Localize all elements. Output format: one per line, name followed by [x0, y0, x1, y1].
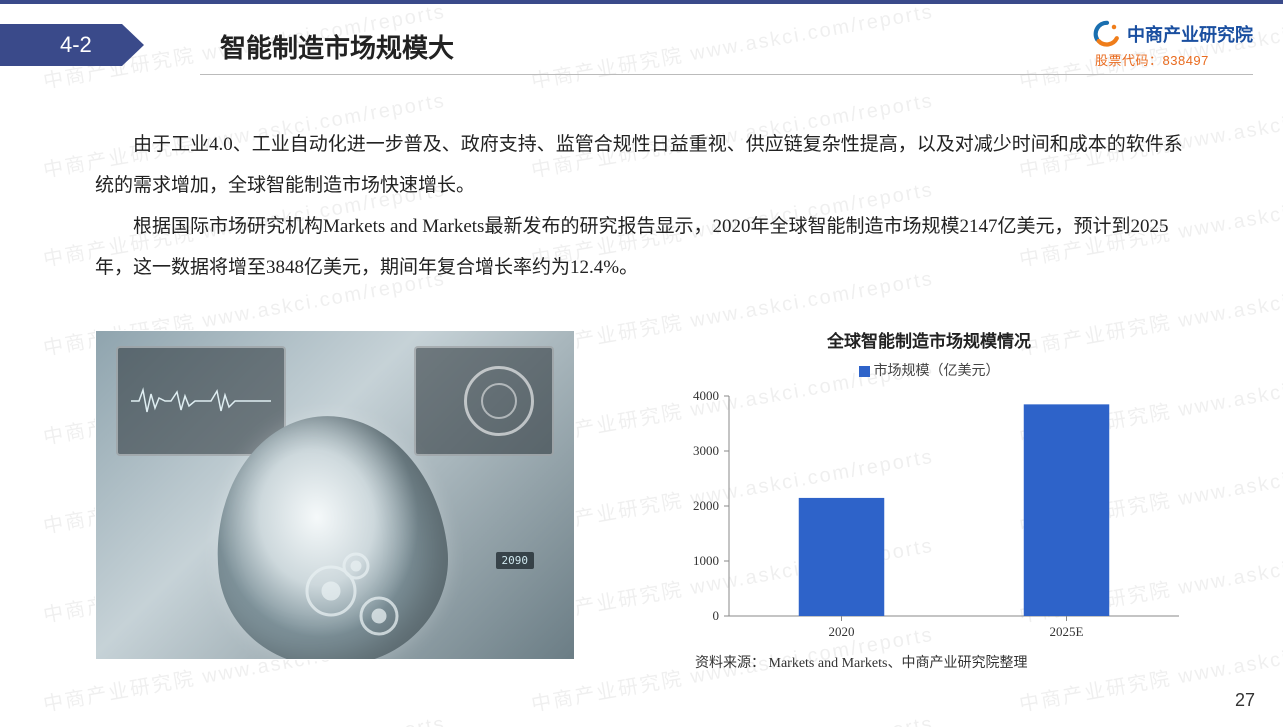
svg-text:0: 0 [713, 608, 720, 623]
chart-source: 资料来源： Markets and Markets、中商产业研究院整理 [695, 652, 1223, 672]
section-number: 4-2 [0, 24, 122, 66]
body-text: 由于工业4.0、工业自动化进一步普及、政府支持、监管合规性日益重视、供应链复杂性… [95, 125, 1188, 288]
logo-icon [1093, 20, 1121, 48]
page-title: 智能制造市场规模大 [220, 28, 454, 65]
legend-swatch [859, 366, 870, 377]
page-number: 27 [1235, 690, 1255, 711]
illustration-image: 2090 [95, 330, 575, 660]
legend-label: 市场规模（亿美元） [874, 362, 1000, 378]
logo-stock-code: 股票代码：838497 [1095, 50, 1253, 69]
svg-text:1000: 1000 [693, 553, 719, 568]
lower-row: 2090 全球智能制造市场规模情况 市场规模（亿美元） 0 1000 2000 300… [95, 325, 1223, 697]
waveform-icon [131, 386, 271, 416]
svg-text:2020: 2020 [829, 624, 855, 639]
illustration-year-tag: 2090 [496, 552, 535, 569]
chart-area: 0 1000 2000 3000 4000 2020 2025E [669, 386, 1189, 646]
section-tag: 4-2 [0, 24, 144, 66]
header: 4-2 智能制造市场规模大 [0, 24, 1283, 74]
logo-block: 中商产业研究院 股票代码：838497 [1093, 20, 1253, 69]
svg-text:4000: 4000 [693, 388, 719, 403]
target-icon [464, 366, 534, 436]
svg-text:2025E: 2025E [1050, 624, 1084, 639]
section-tag-arrow [122, 24, 144, 66]
paragraph-2: 根据国际市场研究机构Markets and Markets最新发布的研究报告显示… [95, 207, 1188, 289]
paragraph-1: 由于工业4.0、工业自动化进一步普及、政府支持、监管合规性日益重视、供应链复杂性… [95, 125, 1188, 207]
chart-title: 全球智能制造市场规模情况 [635, 327, 1223, 352]
svg-text:2000: 2000 [693, 498, 719, 513]
chart-legend: 市场规模（亿美元） [635, 360, 1223, 380]
chart-block: 全球智能制造市场规模情况 市场规模（亿美元） 0 1000 2000 3000 4000… [635, 325, 1223, 697]
logo-name: 中商产业研究院 [1127, 21, 1253, 47]
bar-chart: 0 1000 2000 3000 4000 2020 2025E [669, 386, 1189, 646]
title-underline [200, 74, 1253, 75]
svg-text:3000: 3000 [693, 443, 719, 458]
gears-icon [291, 546, 431, 660]
slide-page: 中商产业研究院 www.askci.com/reports中商产业研究院 www… [0, 0, 1283, 727]
top-border [0, 0, 1283, 4]
logo-row: 中商产业研究院 [1093, 20, 1253, 48]
